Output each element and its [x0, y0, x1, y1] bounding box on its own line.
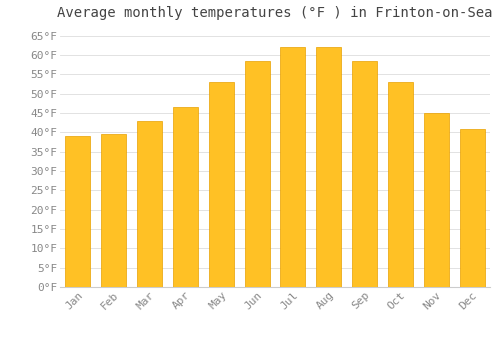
- Bar: [137, 121, 162, 287]
- Title: Average monthly temperatures (°F ) in Frinton-on-Sea: Average monthly temperatures (°F ) in Fr…: [57, 6, 493, 20]
- Bar: [66, 136, 90, 287]
- Bar: [460, 128, 484, 287]
- Bar: [280, 47, 305, 287]
- Bar: [424, 113, 449, 287]
- Bar: [244, 61, 270, 287]
- Bar: [352, 61, 377, 287]
- Bar: [101, 134, 126, 287]
- Bar: [173, 107, 198, 287]
- Bar: [208, 82, 234, 287]
- Bar: [316, 47, 342, 287]
- Bar: [388, 82, 413, 287]
